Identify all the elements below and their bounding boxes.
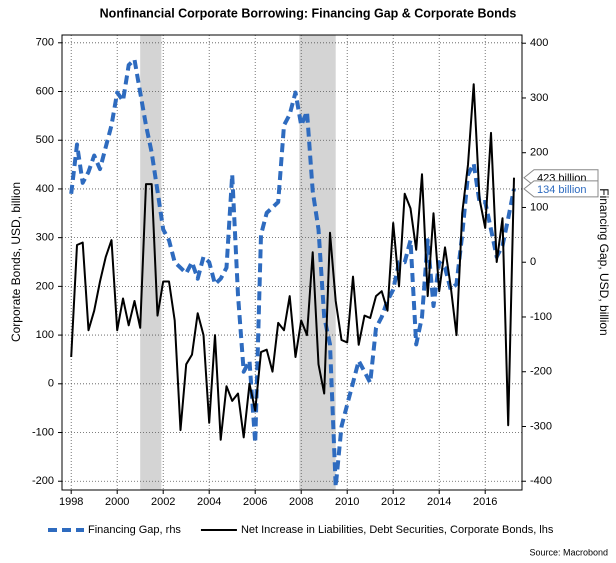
- y2-tick-label: 300: [530, 92, 548, 104]
- y-tick-label: 0: [48, 378, 54, 390]
- shaded-period: [140, 35, 162, 490]
- x-tick-label: 2000: [105, 496, 129, 508]
- x-tick-label: 2012: [381, 496, 405, 508]
- y-tick-label: 700: [36, 37, 54, 49]
- y-tick-label: -200: [32, 475, 54, 487]
- x-tick-label: 1998: [59, 496, 83, 508]
- y2-tick-label: 200: [530, 147, 548, 159]
- x-tick-label: 2008: [289, 496, 313, 508]
- y-tick-label: 200: [36, 280, 54, 292]
- y-tick-label: 400: [36, 183, 54, 195]
- x-tick-label: 2006: [243, 496, 267, 508]
- series-line: [69, 57, 516, 489]
- y-tick-label: 500: [36, 134, 54, 146]
- y2-tick-label: -200: [530, 366, 552, 378]
- plot-frame: [61, 34, 523, 491]
- legend-label: Net Increase in Liabilities, Debt Securi…: [241, 524, 554, 536]
- source: Source: Macrobond: [529, 547, 608, 557]
- callout-box: [523, 180, 599, 198]
- shaded-period: [299, 35, 336, 490]
- x-tick-label: 2004: [197, 496, 221, 508]
- callout-label: 134 billion: [537, 184, 587, 196]
- x-tick-label: 2002: [151, 496, 175, 508]
- y-axis-label: Corporate Bonds, USD, billion: [9, 182, 23, 342]
- y2-tick-label: 400: [530, 37, 548, 49]
- y2-tick-label: -300: [530, 420, 552, 432]
- chart-title: Nonfinancial Corporate Borrowing: Financ…: [100, 6, 517, 20]
- y-tick-label: 100: [36, 329, 54, 341]
- x-tick-label: 2016: [473, 496, 497, 508]
- y2-axis-label: Financing Gap, USD, billion: [597, 188, 611, 335]
- y-tick-label: 300: [36, 232, 54, 244]
- y2-tick-label: -100: [530, 311, 552, 323]
- y2-tick-label: 0: [530, 256, 536, 268]
- y2-tick-label: 100: [530, 201, 548, 213]
- y-tick-label: -100: [32, 426, 54, 438]
- x-tick-label: 2010: [335, 496, 359, 508]
- y2-tick-label: -400: [530, 475, 552, 487]
- series-line: [70, 83, 515, 441]
- x-tick-label: 2014: [427, 496, 451, 508]
- legend-label: Financing Gap, rhs: [88, 524, 181, 536]
- y-tick-label: 600: [36, 85, 54, 97]
